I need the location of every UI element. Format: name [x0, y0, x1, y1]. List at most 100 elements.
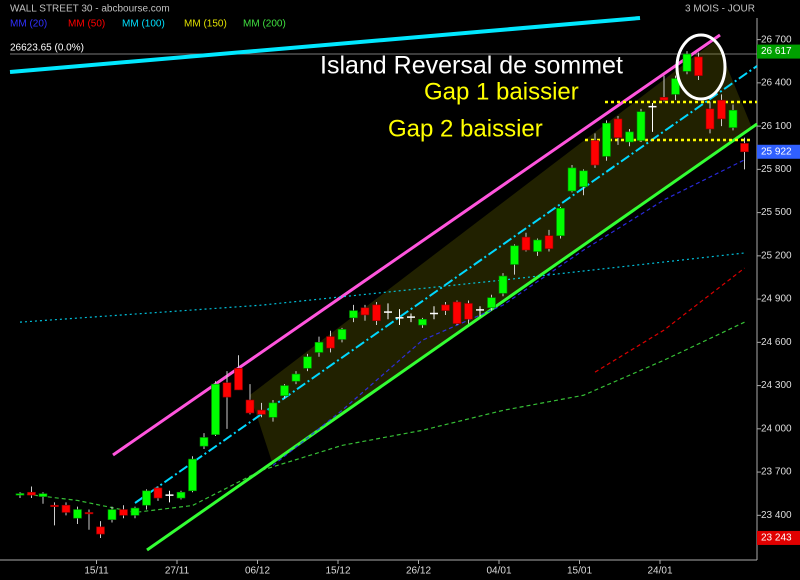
candle-body [498, 275, 508, 294]
annotation: Island Reversal de sommet [320, 52, 623, 80]
candle-body [176, 491, 186, 499]
x-tick-label: 24/01 [647, 566, 672, 577]
x-tick-label: 15/11 [84, 566, 109, 577]
x-tick-label: 15/12 [325, 566, 350, 577]
candle-body [50, 504, 59, 507]
candle-body [337, 329, 347, 340]
legend-entry: MM (200) [243, 19, 286, 30]
candle-body [682, 53, 692, 72]
candle-body [15, 493, 25, 496]
candle-body [717, 99, 726, 120]
candle-body [96, 526, 105, 535]
y-tick-label: 24 900 [761, 294, 792, 305]
y-tick-label: 25 200 [761, 250, 792, 261]
candle-body [705, 108, 715, 130]
candle-body [107, 509, 117, 520]
legend-entry: MM (50) [68, 19, 105, 30]
candle-body [694, 56, 703, 76]
candle-body [452, 301, 462, 324]
candle-body [625, 131, 634, 143]
y-tick-label: 23 700 [761, 467, 792, 478]
candle-body [613, 118, 623, 138]
trend-line [9, 16, 641, 74]
price-label: 25 922 [761, 146, 792, 157]
candle-body [521, 236, 531, 251]
candle-body [153, 487, 163, 499]
price-label: 26 617 [761, 46, 792, 57]
highlight-ellipse [675, 33, 727, 101]
x-tick-label: 15/01 [567, 566, 592, 577]
candle-body [119, 509, 128, 516]
candle-body [544, 235, 554, 249]
candle-body [38, 493, 48, 497]
candle-body [234, 367, 243, 391]
candle-body [728, 109, 738, 128]
price-label-box [757, 44, 800, 59]
candle-body [418, 318, 427, 326]
candle-body [441, 304, 450, 311]
y-tick-label: 24 600 [761, 337, 792, 348]
candle-body [222, 382, 232, 398]
candle-body [349, 310, 358, 319]
annotation: Gap 1 baissier [424, 78, 579, 105]
candle-body [590, 140, 600, 166]
candle-body [556, 207, 565, 236]
chart-title: WALL STREET 30 - abcbourse.com [10, 4, 170, 15]
candle-body [199, 437, 209, 447]
candle-body [130, 507, 140, 516]
channel-bottom [146, 122, 758, 552]
candle-body [636, 111, 646, 141]
candle-body [671, 78, 680, 95]
candle-body [314, 342, 324, 353]
y-tick-label: 24 000 [761, 423, 792, 434]
candle-body [245, 399, 255, 414]
candle-body [326, 336, 335, 349]
candle-body [142, 490, 151, 506]
y-tick-label: 25 500 [761, 207, 792, 218]
candle-body [257, 409, 266, 415]
price-label-box [757, 144, 800, 159]
candle-body [464, 303, 473, 320]
x-tick-label: 27/11 [165, 566, 190, 577]
y-tick-label: 25 800 [761, 164, 792, 175]
legend-entry: MM (20) [10, 19, 47, 30]
y-tick-label: 23 400 [761, 510, 792, 521]
candle-body [268, 402, 278, 418]
candle-body [188, 458, 197, 492]
y-tick-label: 26 700 [761, 34, 792, 45]
candle-body [567, 167, 577, 192]
last-quote: 26623.65 (0.0%) [10, 43, 84, 54]
candle-body [602, 122, 611, 157]
candle-body [73, 509, 82, 519]
candle-body [579, 170, 588, 187]
candle-body [291, 373, 301, 382]
x-tick-label: 04/01 [486, 566, 511, 577]
candle-body [27, 491, 36, 496]
annotation: Gap 2 baissier [388, 115, 543, 142]
moving-average [272, 159, 745, 466]
candle-body [61, 504, 71, 513]
moving-average [19, 252, 745, 323]
candle-body [372, 304, 381, 322]
candle-body [360, 307, 370, 316]
y-tick-label: 24 300 [761, 380, 792, 391]
y-tick-label: 26 100 [761, 121, 792, 132]
candle-body [510, 245, 519, 265]
x-tick-label: 26/12 [406, 566, 431, 577]
candle-body [740, 143, 749, 153]
price-label-box [757, 530, 800, 545]
legend-entry: MM (150) [184, 19, 227, 30]
legend-entry: MM (100) [122, 19, 165, 30]
channel-shade [250, 40, 752, 462]
candle-body [659, 96, 669, 101]
candle-body [211, 383, 220, 435]
candle-body [487, 297, 496, 309]
candle-body [280, 385, 289, 396]
y-tick-label: 26 400 [761, 78, 792, 89]
candle-body [84, 512, 94, 515]
candle-body [303, 356, 312, 369]
candle-body [533, 239, 542, 252]
moving-average [594, 267, 745, 373]
